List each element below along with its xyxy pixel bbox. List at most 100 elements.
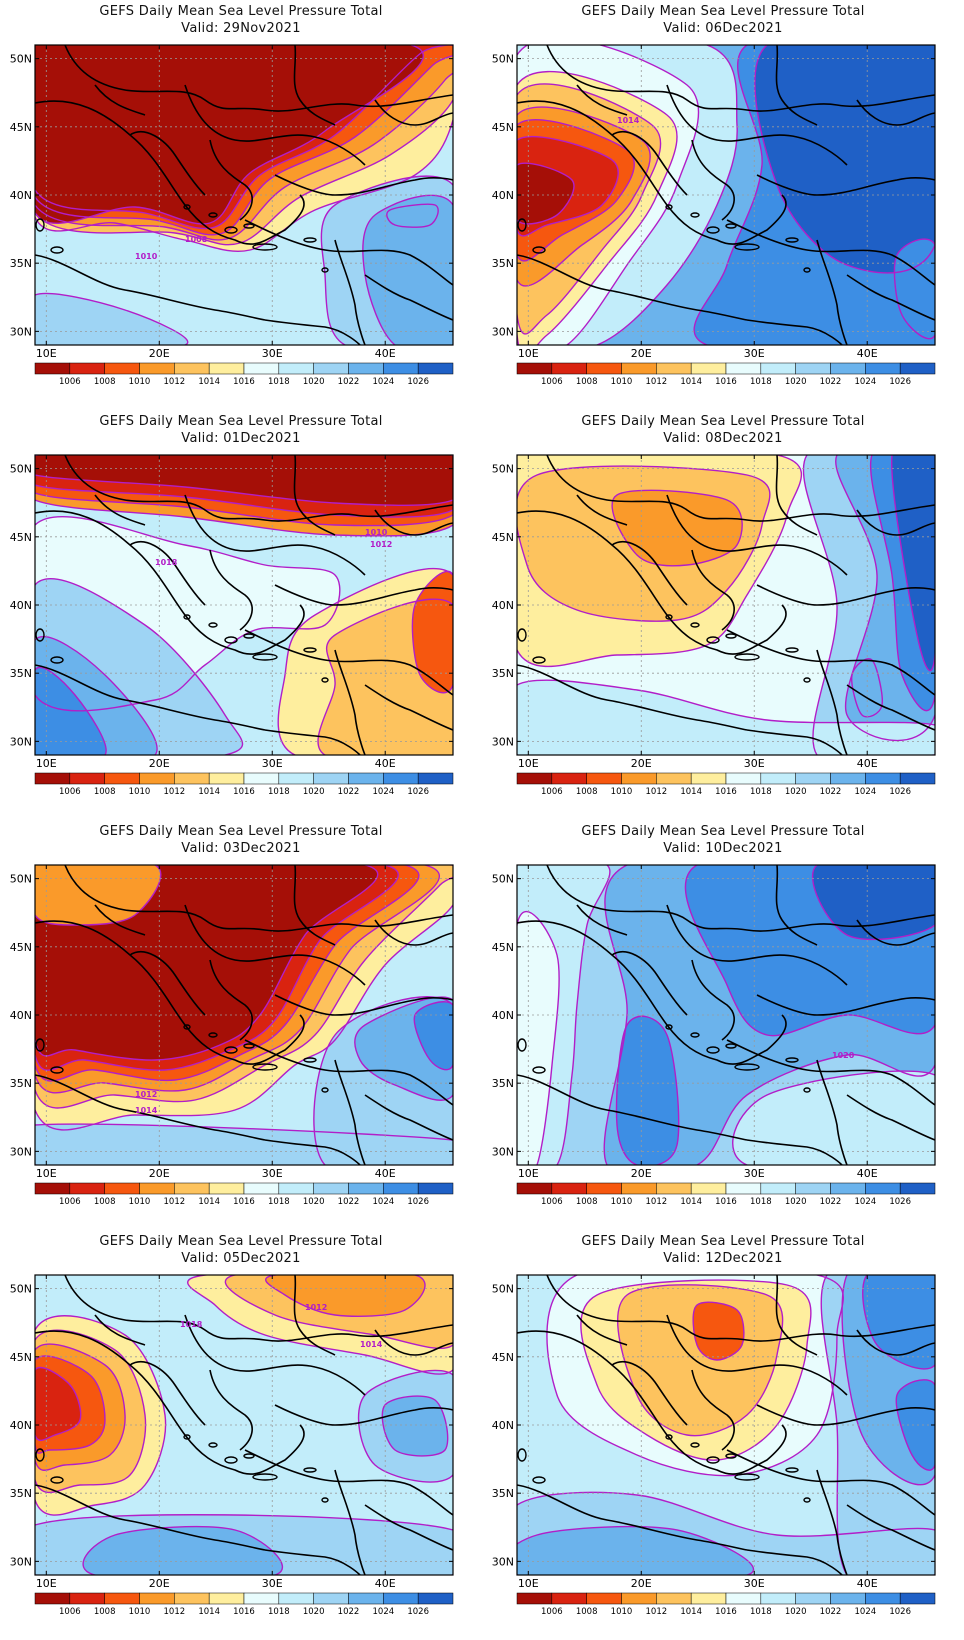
isobar (357, 1369, 453, 1483)
isobar (277, 568, 453, 755)
island (35, 1448, 45, 1462)
colorbar-label: 1016 (715, 1607, 737, 1617)
colorbar-label: 1024 (855, 377, 877, 387)
colorbar-swatch (348, 772, 384, 785)
panel-title: GEFS Daily Mean Sea Level Pressure Total (581, 1234, 865, 1249)
island (208, 1032, 218, 1038)
pressure-map: 1012 1014 10E 20E 30E 40E 50N 45N 40N 35N 30N 1006 1… (10, 864, 454, 1207)
coastline (726, 1039, 935, 1106)
x-tick-label: 40E (375, 1577, 396, 1590)
coastline (129, 951, 206, 1016)
colorbar-label: 1016 (233, 787, 255, 797)
isobar (517, 83, 662, 335)
colorbar-label: 1024 (373, 787, 395, 797)
panel-title: GEFS Daily Mean Sea Level Pressure Total (581, 414, 865, 429)
x-tick-label: 30E (262, 1577, 283, 1590)
isobar (35, 455, 453, 507)
y-tick-label: 45N (10, 1351, 32, 1364)
colorbar-swatch (795, 362, 831, 375)
colorbar-swatch (690, 362, 727, 375)
island (183, 1434, 191, 1440)
colorbar-label: 1018 (750, 787, 772, 797)
colorbar-swatch (795, 772, 831, 785)
coastline (746, 729, 843, 755)
island (734, 653, 760, 661)
island (50, 246, 64, 254)
colorbar-label: 1020 (303, 1197, 325, 1207)
pressure-fill (612, 490, 743, 566)
colorbar-label: 1010 (611, 787, 633, 797)
colorbar-swatch (208, 772, 245, 785)
island (665, 1434, 673, 1440)
pressure-fill (414, 1001, 453, 1070)
x-tick-label: 10E (518, 347, 539, 360)
colorbar-label: 1008 (576, 1607, 598, 1617)
coastline (209, 959, 253, 1041)
island (532, 246, 546, 254)
colorbar-swatch (586, 1592, 622, 1605)
colorbar-swatch (865, 1182, 901, 1195)
isobar (517, 465, 771, 622)
colorbar-label: 1016 (233, 377, 255, 387)
x-tick-label: 10E (518, 1167, 539, 1180)
coastline (691, 549, 735, 631)
coastline (374, 99, 453, 126)
island (252, 1473, 278, 1481)
coastline (775, 45, 818, 126)
colorbar-label: 1016 (715, 1197, 737, 1207)
coastline (666, 904, 848, 986)
colorbar-label: 1020 (303, 787, 325, 797)
colorbar-label: 1010 (611, 377, 633, 387)
island (725, 223, 737, 229)
isobar (841, 1275, 935, 1486)
y-tick-label: 30N (10, 1555, 32, 1568)
colorbar-swatch (586, 1182, 622, 1195)
y-tick-label: 40N (10, 1419, 32, 1432)
coastline (611, 541, 688, 606)
y-tick-label: 40N (10, 599, 32, 612)
colorbar-swatch (899, 1592, 936, 1605)
y-tick-label: 50N (492, 873, 514, 886)
isobar (35, 1329, 147, 1494)
colorbar-label: 1022 (820, 787, 842, 797)
colorbar-label: 1012 (164, 787, 186, 797)
coastline (726, 219, 935, 286)
x-tick-label: 40E (375, 1167, 396, 1180)
y-tick-label: 50N (492, 1283, 514, 1296)
colorbar-swatch (417, 772, 454, 785)
colorbar-swatch (313, 772, 349, 785)
coastline (35, 920, 305, 1065)
colorbar-swatch (725, 772, 762, 785)
isobar (895, 1379, 935, 1471)
island (725, 633, 737, 639)
map-area: 1014 (517, 45, 935, 345)
island (785, 237, 799, 243)
colorbar-label: 1012 (646, 1197, 668, 1207)
pressure-fill (382, 1396, 448, 1456)
isobar-label: 1012 (135, 1090, 157, 1099)
colorbar-swatch (725, 1592, 762, 1605)
island (321, 1087, 329, 1093)
coastline (293, 1275, 336, 1356)
colorbar-label: 1026 (407, 1197, 429, 1207)
colorbar-label: 1014 (680, 787, 702, 797)
island (35, 218, 45, 232)
isobar (517, 865, 611, 1165)
x-tick-label: 40E (375, 757, 396, 770)
coastline (274, 994, 453, 1016)
isobar (386, 203, 439, 228)
colorbar-swatch (313, 362, 349, 375)
map-panel: 1018 1010 1012 10E 20E 30E 40E 50N 45N 40N 35N 30N 1… (0, 410, 482, 820)
colorbar-swatch (69, 1182, 105, 1195)
x-tick-label: 30E (744, 757, 765, 770)
y-tick-label: 50N (492, 463, 514, 476)
colorbar-swatch (383, 1182, 419, 1195)
x-tick-label: 20E (631, 1167, 652, 1180)
x-tick-label: 40E (375, 347, 396, 360)
x-tick-label: 10E (518, 757, 539, 770)
colorbar-swatch (34, 1592, 71, 1605)
pressure-fill (362, 195, 453, 345)
colorbar-swatch (383, 362, 419, 375)
isobar (35, 1514, 453, 1575)
coastline (64, 1275, 453, 1342)
